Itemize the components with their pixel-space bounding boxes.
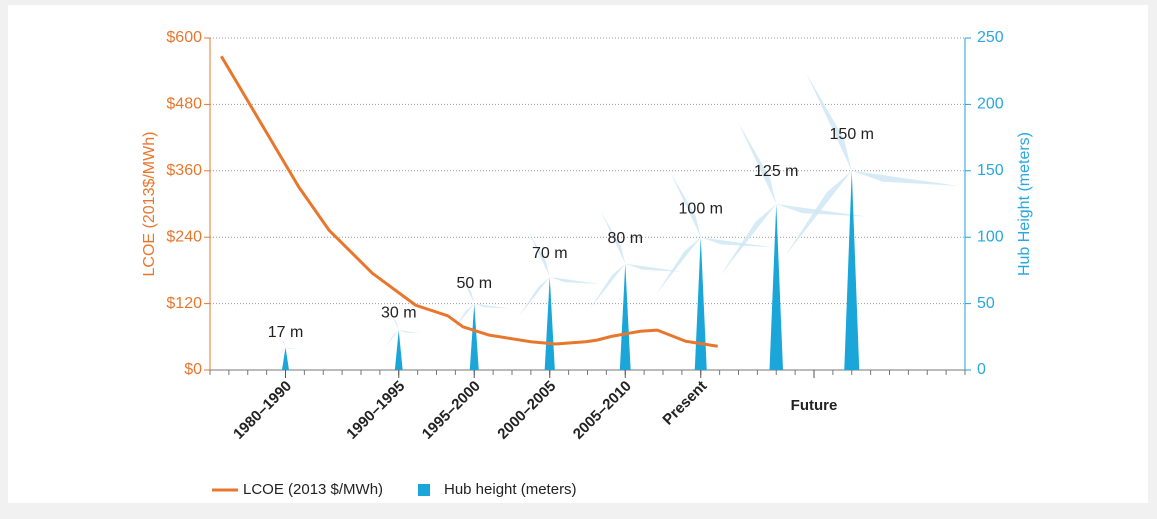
turbine-blade — [720, 204, 777, 275]
turbine-blade — [785, 170, 852, 256]
y2-tick-label: 100 — [977, 228, 1004, 245]
turbine-blade — [625, 263, 683, 272]
y2-axis-label: Hub Height (meters) — [1016, 132, 1033, 276]
value-label: 100 m — [679, 200, 723, 217]
x-tick-label: Future — [791, 397, 838, 414]
turbine-blade — [738, 122, 777, 204]
y2-tick-label: 150 — [977, 162, 1004, 179]
y2-tick-label: 200 — [977, 96, 1004, 113]
turbine-blade — [452, 303, 475, 332]
value-label: 150 m — [830, 126, 874, 143]
turbine-blade — [280, 336, 286, 348]
y-tick-label: $240 — [166, 228, 202, 245]
bar — [281, 347, 290, 370]
turbine-blade — [600, 211, 626, 264]
value-label: 17 m — [268, 324, 304, 341]
turbine-blade — [656, 237, 701, 294]
bar — [694, 237, 707, 370]
value-label: 125 m — [754, 163, 798, 180]
line — [220, 55, 718, 348]
turbine-blade — [385, 330, 399, 348]
y2-tick-label: 0 — [977, 361, 986, 378]
turbine-blade — [589, 263, 626, 310]
y-tick-label: $360 — [166, 162, 202, 179]
turbine-blade — [277, 347, 286, 358]
bar — [769, 204, 783, 370]
legend-label: Hub height (meters) — [444, 481, 577, 498]
value-label: 70 m — [532, 245, 568, 262]
value-label: 80 m — [607, 230, 643, 247]
turbine-blade — [700, 237, 773, 248]
y-tick-label: $120 — [166, 295, 202, 312]
y-axis-label: LCOE (2013$/MWh) — [141, 132, 158, 277]
panel — [8, 5, 1148, 503]
turbine-blade — [518, 277, 550, 317]
turbine-blade — [528, 231, 550, 278]
y2-tick-label: 50 — [977, 295, 995, 312]
y-tick-label: $0 — [184, 361, 202, 378]
turbine-blade — [549, 277, 600, 285]
bar — [469, 303, 479, 370]
turbine-blade — [806, 72, 852, 171]
bar — [394, 330, 403, 370]
turbine-blade — [459, 270, 475, 304]
value-label: 50 m — [456, 275, 492, 292]
y-tick-label: $600 — [166, 29, 202, 46]
value-label: 30 m — [381, 305, 417, 322]
turbine-blade — [285, 347, 298, 350]
turbine-blade — [398, 330, 421, 334]
y2-tick-label: 250 — [977, 29, 1004, 46]
bar — [619, 263, 631, 370]
legend-label: LCOE (2013 $/MWh) — [243, 481, 383, 498]
bar — [544, 277, 555, 370]
turbine-blade — [389, 310, 399, 331]
turbine-blade — [670, 171, 701, 238]
legend-swatch — [418, 484, 430, 496]
turbine-blade — [851, 170, 959, 186]
y-tick-label: $480 — [166, 96, 202, 113]
turbine-blade — [474, 303, 510, 309]
bar — [844, 170, 860, 370]
